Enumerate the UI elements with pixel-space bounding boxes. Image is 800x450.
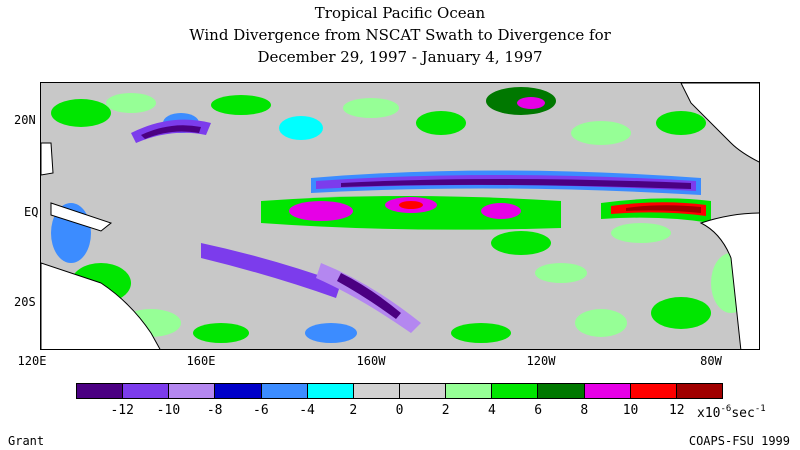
legend-tick-label: -12 (110, 403, 134, 418)
legend-tick-label: -8 (206, 403, 223, 418)
legend-swatch (215, 384, 262, 398)
legend-tick-label: 6 (534, 403, 543, 418)
author-credit: Grant (8, 434, 45, 448)
legend-swatch (123, 384, 170, 398)
legend-swatch (492, 384, 539, 398)
lat-label-20s: 20S (14, 295, 36, 309)
legend-swatch (630, 384, 677, 398)
legend-tick-label: 4 (488, 403, 496, 418)
divergence-field (41, 83, 759, 349)
legend-swatch (676, 384, 722, 398)
map-title-line-1: Tropical Pacific Ocean (314, 4, 486, 22)
lon-label-80w: 80W (700, 354, 722, 368)
legend-units: x10-6sec-1 (697, 404, 766, 421)
legend-tick-label: -4 (299, 403, 315, 418)
legend-tick-label: 0 (395, 403, 404, 418)
legend-tick-label: -10 (156, 403, 181, 418)
land-masses (41, 83, 759, 349)
legend-swatch (77, 384, 124, 398)
legend-tick-label: -6 (253, 403, 269, 418)
legend-tick-label: 2 (349, 403, 358, 418)
lat-label-eq: EQ (24, 205, 39, 219)
legend-tick-label: 8 (580, 403, 589, 418)
map-title-line-2: Wind Divergence from NSCAT Swath to Dive… (189, 26, 611, 44)
divergence-map (40, 82, 760, 350)
legend-swatch (584, 384, 631, 398)
lon-label-160w: 160W (356, 354, 386, 368)
lat-label-20n: 20N (14, 113, 36, 127)
organization-credit: COAPS-FSU 1999 (688, 434, 790, 448)
legend-swatch (446, 384, 493, 398)
legend-swatch (353, 384, 400, 398)
convergence-band (131, 119, 701, 333)
legend-tick-label: 2 (441, 403, 450, 418)
legend-swatch (169, 384, 216, 398)
color-legend (76, 383, 723, 399)
divergence-band (261, 196, 711, 230)
lon-label-120w: 120W (526, 354, 556, 368)
legend-tick-label: 12 (668, 403, 685, 418)
lon-label-120e: 120E (17, 354, 47, 368)
map-title-line-3: December 29, 1997 - January 4, 1997 (257, 48, 543, 66)
legend-swatch (538, 384, 585, 398)
legend-tick-label: 10 (622, 403, 639, 418)
lon-label-160e: 160E (186, 354, 216, 368)
legend-swatch (399, 384, 447, 398)
legend-swatch (261, 384, 308, 398)
legend-swatch (307, 384, 354, 398)
